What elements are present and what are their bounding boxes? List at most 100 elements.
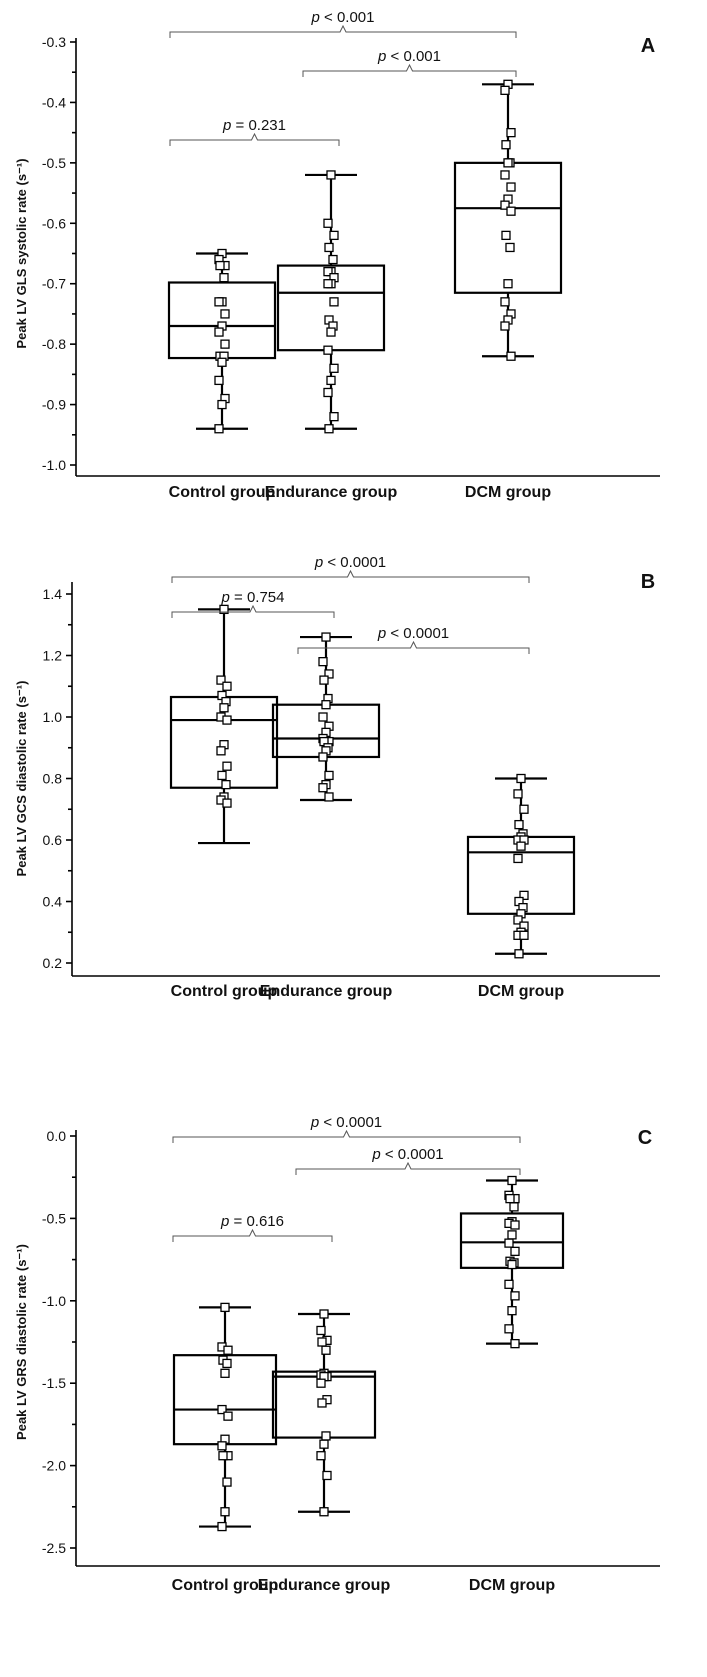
bracket-line: [169, 132, 340, 146]
p-value-label: p < 0.0001: [310, 1114, 382, 1131]
box-2: [276, 170, 386, 434]
y-tick-label: 0.6: [43, 832, 63, 848]
data-point: [217, 1404, 227, 1415]
data-point: [510, 1220, 520, 1230]
data-point: [501, 230, 511, 241]
p-symbol: p: [377, 625, 386, 642]
chart-panel-b: 1.4 1.2 1.0 0.8 0.6 0.4 0.2 Peak LV GCS diastol…: [14, 554, 660, 1000]
data-point: [506, 206, 516, 216]
data-point: [222, 761, 232, 771]
panel-letter: C: [638, 1127, 652, 1149]
p-value-text: < 0.0001: [319, 1114, 382, 1131]
significance-bracket: p < 0.001: [169, 9, 517, 38]
box-1: [172, 1302, 278, 1532]
y-tick-label: 0.0: [47, 1128, 67, 1144]
data-point: [222, 1477, 232, 1487]
data-point: [504, 1238, 514, 1248]
bracket-line: [172, 1228, 333, 1242]
data-point: [506, 351, 516, 361]
data-point: [324, 242, 334, 253]
p-symbol: p: [221, 589, 230, 606]
data-point: [220, 339, 230, 349]
chart-panel-a: -0.3 -0.4 -0.5 -0.6 -0.7 -0.8 -0.9 -1.0 Peak LV …: [14, 9, 660, 501]
y-tick-label: -0.5: [42, 1210, 66, 1226]
data-point: [220, 1302, 230, 1313]
p-value-label: p < 0.0001: [377, 625, 449, 642]
data-point: [216, 675, 226, 685]
data-point: [218, 1451, 228, 1461]
data-point: [505, 242, 515, 253]
data-point: [318, 712, 328, 722]
p-value-label: p < 0.0001: [371, 1146, 443, 1163]
data-point: [219, 604, 229, 615]
y-tick-label: 1.4: [43, 586, 63, 602]
data-point: [514, 819, 524, 830]
y-tick-label: 0.4: [43, 894, 63, 910]
data-point: [321, 1431, 331, 1441]
data-point: [504, 1324, 514, 1334]
data-point: [510, 1338, 520, 1349]
chart-panel-c: 0.0 -0.5 -1.0 -1.5 -2.0 -2.5 Peak LV GRS diast…: [14, 1114, 660, 1594]
data-point: [317, 1398, 327, 1408]
data-point: [510, 1291, 520, 1301]
box-3: [453, 79, 563, 361]
y-tick-label: -0.3: [42, 34, 66, 50]
data-point: [316, 1451, 326, 1461]
significance-bracket: p = 0.231: [169, 117, 340, 146]
data-point: [323, 266, 333, 277]
data-point: [321, 632, 331, 642]
data-point: [329, 297, 339, 307]
box-3: [459, 1175, 565, 1349]
x-category-label: Control group: [171, 983, 278, 1000]
x-category-label: Endurance group: [260, 983, 393, 1000]
data-point: [214, 297, 224, 307]
p-value-text: < 0.0001: [386, 625, 449, 642]
data-point: [506, 182, 516, 192]
bracket-line: [169, 24, 517, 38]
data-point: [217, 399, 227, 410]
box-3: [466, 773, 576, 959]
data-point: [514, 949, 524, 959]
data-point: [501, 140, 511, 150]
bracket-line: [171, 569, 530, 583]
data-point: [500, 85, 510, 95]
data-point: [326, 327, 336, 337]
data-point: [506, 127, 516, 138]
y-tick-label: 0.2: [43, 955, 63, 971]
data-point: [507, 1175, 517, 1186]
data-point: [324, 669, 334, 679]
data-point: [519, 804, 529, 814]
data-point: [505, 1193, 515, 1204]
data-point: [316, 1378, 326, 1388]
data-point: [214, 424, 224, 434]
p-value-label: p < 0.001: [377, 48, 441, 65]
data-point: [316, 1325, 326, 1336]
data-point: [519, 930, 529, 940]
data-point: [321, 1345, 331, 1355]
significance-bracket: p = 0.616: [172, 1213, 333, 1242]
data-point: [222, 681, 232, 691]
y-tick-label: 0.8: [43, 771, 63, 787]
data-point: [215, 260, 225, 271]
p-value-label: p = 0.231: [222, 117, 286, 134]
data-point: [222, 715, 232, 725]
data-point: [504, 1279, 514, 1289]
data-point: [329, 412, 339, 422]
data-point: [214, 327, 224, 337]
p-symbol: p: [314, 554, 323, 571]
bracket-line: [171, 604, 335, 618]
data-point: [319, 1309, 329, 1319]
data-point: [223, 1345, 233, 1355]
data-point: [503, 279, 513, 289]
data-point: [319, 675, 329, 685]
data-point: [219, 703, 229, 713]
data-point: [513, 789, 523, 799]
data-point: [220, 309, 230, 319]
data-point: [516, 773, 526, 784]
data-point: [503, 158, 513, 168]
data-point: [510, 1246, 520, 1257]
data-point: [500, 321, 510, 331]
p-symbol: p: [377, 48, 386, 65]
y-axis-label: Peak LV GRS diastolic rate (s⁻¹): [14, 1244, 29, 1440]
